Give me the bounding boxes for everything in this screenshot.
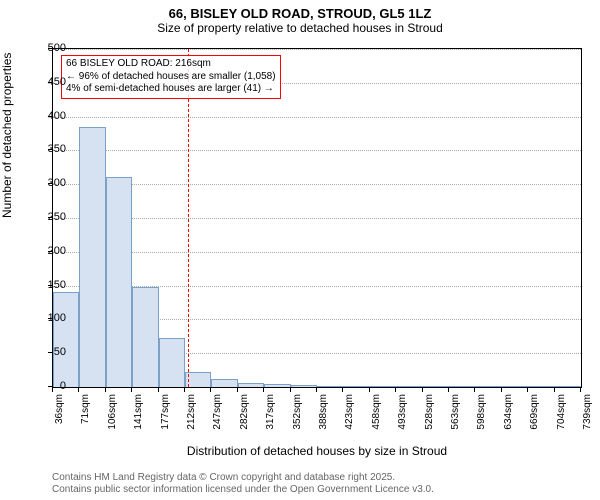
xtick-label: 247sqm <box>212 394 223 434</box>
y-axis-label: Number of detached properties <box>0 53 14 218</box>
xtick-label: 177sqm <box>160 394 171 434</box>
xtick-mark <box>52 388 53 392</box>
chart-container: 66, BISLEY OLD ROAD, STROUD, GL5 1LZ Siz… <box>0 0 600 500</box>
annotation-box: 66 BISLEY OLD ROAD: 216sqm← 96% of detac… <box>61 55 281 99</box>
histogram-bar <box>264 384 290 387</box>
xtick-mark <box>501 388 502 392</box>
xtick-mark <box>527 388 528 392</box>
xtick-label: 282sqm <box>239 394 250 434</box>
ytick-mark <box>48 116 52 117</box>
chart-subtitle: Size of property relative to detached ho… <box>0 21 600 39</box>
xtick-label: 388sqm <box>318 394 329 434</box>
credits-line2: Contains public sector information licen… <box>52 484 434 496</box>
ytick-mark <box>48 285 52 286</box>
xtick-mark <box>105 388 106 392</box>
xtick-label: 141sqm <box>133 394 144 434</box>
gridline <box>53 218 581 219</box>
ytick-mark <box>48 318 52 319</box>
ytick-mark <box>48 386 52 387</box>
histogram-bar <box>211 379 237 387</box>
annotation-line2: ← 96% of detached houses are smaller (1,… <box>66 71 276 84</box>
x-axis-label: Distribution of detached houses by size … <box>52 444 582 458</box>
ytick-mark <box>48 149 52 150</box>
xtick-label: 212sqm <box>186 394 197 434</box>
histogram-bar <box>79 127 105 387</box>
xtick-label: 704sqm <box>556 394 567 434</box>
xtick-mark <box>369 388 370 392</box>
histogram-bar <box>396 386 422 387</box>
histogram-bar <box>317 386 343 387</box>
histogram-bar <box>528 386 554 387</box>
xtick-label: 493sqm <box>397 394 408 434</box>
xtick-mark <box>474 388 475 392</box>
histogram-bar <box>159 338 185 387</box>
histogram-bar <box>53 292 79 387</box>
ytick-label: 50 <box>54 346 66 358</box>
xtick-mark <box>184 388 185 392</box>
gridline <box>53 117 581 118</box>
xtick-label: 669sqm <box>529 394 540 434</box>
histogram-bar <box>238 383 264 387</box>
xtick-label: 36sqm <box>54 394 65 434</box>
xtick-mark <box>316 388 317 392</box>
histogram-bar <box>555 386 581 387</box>
xtick-label: 634sqm <box>503 394 514 434</box>
xtick-mark <box>237 388 238 392</box>
xtick-label: 739sqm <box>582 394 593 434</box>
xtick-label: 423sqm <box>344 394 355 434</box>
histogram-bar <box>106 177 132 387</box>
xtick-mark <box>78 388 79 392</box>
ytick-mark <box>48 183 52 184</box>
xtick-label: 563sqm <box>450 394 461 434</box>
histogram-bar <box>343 386 369 387</box>
xtick-mark <box>131 388 132 392</box>
histogram-bar <box>449 386 475 387</box>
xtick-mark <box>342 388 343 392</box>
histogram-bar <box>370 386 396 387</box>
xtick-mark <box>554 388 555 392</box>
credits: Contains HM Land Registry data © Crown c… <box>52 472 434 496</box>
xtick-mark <box>210 388 211 392</box>
ytick-mark <box>48 82 52 83</box>
chart-title: 66, BISLEY OLD ROAD, STROUD, GL5 1LZ <box>0 0 600 21</box>
plot-area: 66 BISLEY OLD ROAD: 216sqm← 96% of detac… <box>52 48 582 388</box>
xtick-mark <box>395 388 396 392</box>
marker-line <box>188 49 189 387</box>
histogram-bar <box>502 386 528 387</box>
histogram-bar <box>132 287 158 387</box>
xtick-mark <box>448 388 449 392</box>
ytick-mark <box>48 217 52 218</box>
xtick-mark <box>422 388 423 392</box>
xtick-mark <box>580 388 581 392</box>
xtick-label: 458sqm <box>371 394 382 434</box>
xtick-mark <box>290 388 291 392</box>
annotation-line3: 4% of semi-detached houses are larger (4… <box>66 83 276 96</box>
ytick-label: 0 <box>60 380 66 392</box>
histogram-bar <box>475 386 501 387</box>
gridline <box>53 49 581 50</box>
ytick-mark <box>48 251 52 252</box>
xtick-label: 106sqm <box>107 394 118 434</box>
xtick-mark <box>158 388 159 392</box>
histogram-bar <box>423 386 449 387</box>
credits-line1: Contains HM Land Registry data © Crown c… <box>52 472 434 484</box>
xtick-label: 352sqm <box>292 394 303 434</box>
gridline <box>53 252 581 253</box>
xtick-label: 598sqm <box>476 394 487 434</box>
xtick-label: 71sqm <box>80 394 91 434</box>
xtick-label: 317sqm <box>265 394 276 434</box>
ytick-mark <box>48 48 52 49</box>
ytick-mark <box>48 352 52 353</box>
histogram-bar <box>291 385 317 387</box>
xtick-mark <box>263 388 264 392</box>
xtick-label: 528sqm <box>424 394 435 434</box>
gridline <box>53 184 581 185</box>
annotation-line1: 66 BISLEY OLD ROAD: 216sqm <box>66 58 276 71</box>
gridline <box>53 150 581 151</box>
